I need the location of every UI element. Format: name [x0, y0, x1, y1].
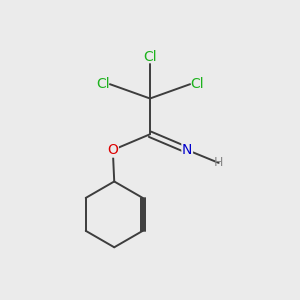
Text: Cl: Cl — [96, 77, 110, 91]
Text: H: H — [214, 156, 224, 170]
Text: O: O — [107, 143, 118, 157]
Text: N: N — [182, 143, 192, 157]
Text: Cl: Cl — [143, 50, 157, 64]
Text: Cl: Cl — [190, 77, 204, 91]
